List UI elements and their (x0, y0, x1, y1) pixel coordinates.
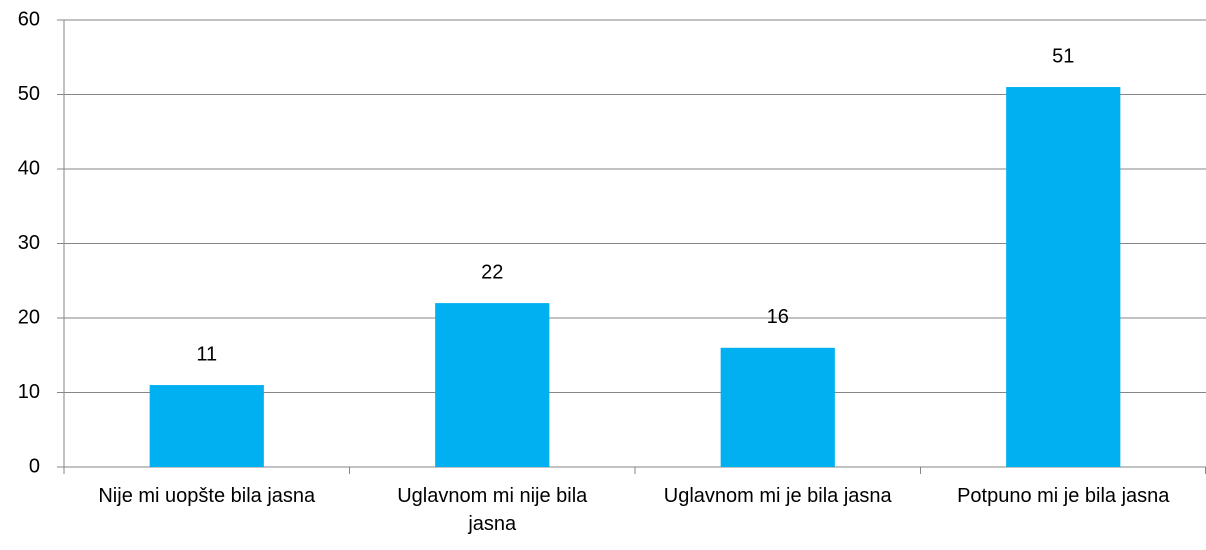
bar (435, 303, 550, 467)
y-tick-label: 20 (18, 306, 40, 328)
y-tick-label: 40 (18, 157, 40, 179)
y-tick-label: 50 (18, 83, 40, 105)
x-tick-label: Nije mi uopšte bila jasna (98, 485, 316, 507)
value-label: 11 (196, 343, 217, 365)
bar (149, 385, 264, 467)
value-label: 16 (767, 306, 789, 328)
value-label: 51 (1052, 45, 1074, 67)
bar (1006, 87, 1121, 468)
x-tick-label: Uglavnom mi nije bila jasna (397, 485, 588, 535)
y-tick-label: 10 (18, 381, 40, 403)
x-tick-label: Uglavnom mi je bila jasna (663, 485, 892, 507)
y-tick-label: 30 (18, 232, 40, 254)
bar (720, 347, 835, 467)
y-tick-label: 0 (29, 455, 40, 477)
y-tick-label: 60 (18, 8, 40, 30)
value-label: 22 (481, 261, 503, 283)
x-tick-label: Potpuno mi je bila jasna (957, 485, 1170, 507)
